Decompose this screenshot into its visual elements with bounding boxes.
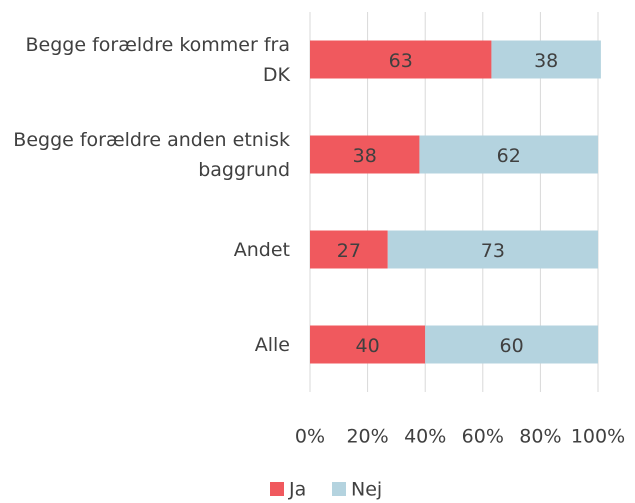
bar-segment [310,230,388,269]
x-tick-label: 60% [462,426,504,448]
data-label: 38 [353,145,377,167]
bar-segment [310,135,420,174]
bar-segment [310,40,492,79]
data-label: 38 [534,50,558,72]
data-label: 73 [481,240,505,262]
x-tick-label: 20% [346,426,388,448]
x-tick-label: 40% [404,426,446,448]
x-tick-label: 80% [519,426,561,448]
y-tick-label: Begge forældre kommer fra DK [25,33,290,86]
data-label: 27 [337,240,361,262]
x-tick-label: 100% [571,426,625,448]
data-label: 62 [497,145,521,167]
legend-swatch [332,482,346,496]
y-tick-label: Begge forældre anden etnisk baggrund [13,128,290,181]
data-label: 60 [500,335,524,357]
bar-segment [425,325,598,364]
legend-label: Ja [288,479,306,501]
bar-segment [491,40,601,79]
legend-label: Nej [351,479,382,501]
bar-segment [387,230,598,269]
x-tick-label: 0% [295,426,325,448]
y-tick-label: Andet [233,238,290,261]
y-tick-label: Alle [254,333,290,356]
legend-swatch [270,482,284,496]
data-label: 63 [389,50,413,72]
data-label: 40 [356,335,380,357]
bar-segment [310,325,426,364]
bar-segment [419,135,598,174]
